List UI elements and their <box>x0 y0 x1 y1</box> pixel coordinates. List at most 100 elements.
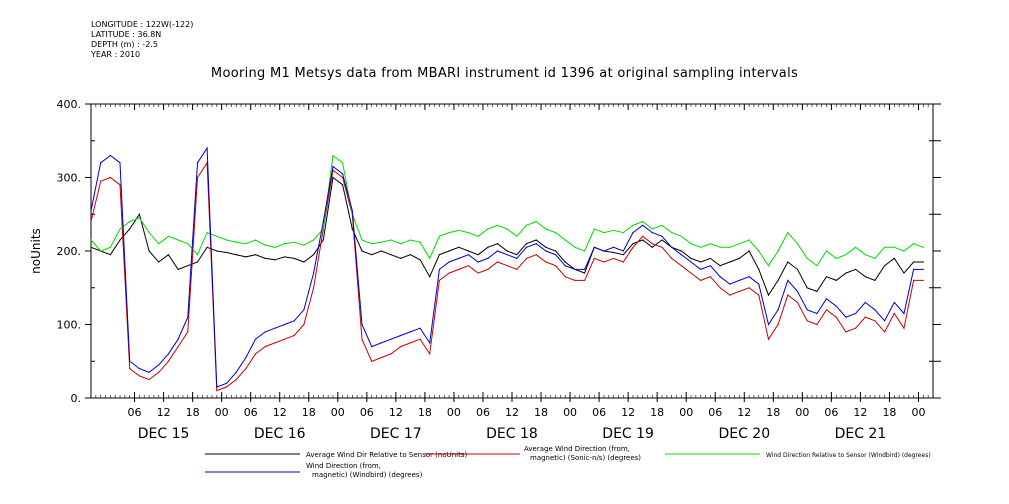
x-tick-label: 00 <box>795 406 809 419</box>
data-point <box>312 272 315 274</box>
data-point <box>119 239 121 241</box>
data-point <box>535 239 537 241</box>
data-point <box>913 279 915 281</box>
data-point <box>922 261 924 263</box>
data-point <box>467 250 470 252</box>
data-point <box>100 162 102 164</box>
data-point <box>235 371 237 373</box>
data-point <box>564 239 566 241</box>
data-point <box>342 184 344 186</box>
data-point <box>438 268 441 270</box>
data-point <box>748 250 750 252</box>
data-point <box>400 345 402 348</box>
data-point <box>680 254 682 256</box>
data-point <box>583 250 586 252</box>
data-point <box>158 364 160 366</box>
x-tick-label: 06 <box>360 406 374 419</box>
data-point <box>371 345 373 348</box>
data-point <box>758 294 760 296</box>
data-point <box>312 239 315 241</box>
data-point <box>845 316 847 318</box>
data-point <box>254 254 257 256</box>
data-point <box>438 254 441 256</box>
data-point <box>458 246 460 248</box>
data-point <box>100 250 102 252</box>
longitude-text: LONGITUDE : 122W(-122) <box>91 20 194 29</box>
data-point <box>351 209 353 212</box>
data-point <box>777 279 779 281</box>
data-point <box>216 250 218 252</box>
data-point <box>187 331 189 333</box>
data-point <box>893 312 895 315</box>
data-point <box>119 228 121 230</box>
data-point <box>187 316 189 318</box>
y-tick-label: 200. <box>57 245 82 258</box>
data-point <box>109 254 111 256</box>
data-point <box>245 243 247 245</box>
data-point <box>138 213 140 215</box>
data-point <box>138 217 140 219</box>
data-point <box>351 228 353 230</box>
data-point <box>845 331 847 333</box>
x-tick-label: 06 <box>824 406 838 419</box>
data-point <box>758 268 760 270</box>
data-point <box>429 353 431 355</box>
data-point <box>312 254 315 256</box>
data-point <box>90 221 92 223</box>
data-point <box>274 259 276 261</box>
data-point <box>709 257 712 259</box>
data-point <box>90 239 92 241</box>
legend-label: Average Wind Direction (from, magnetic) (… <box>524 445 641 462</box>
data-point <box>458 257 460 259</box>
data-point <box>661 246 663 248</box>
data-point <box>496 224 499 226</box>
data-point <box>854 268 857 270</box>
data-point <box>622 250 624 252</box>
data-point <box>293 320 295 322</box>
x-tick-label: 12 <box>389 406 403 419</box>
x-tick-label: 00 <box>563 406 577 419</box>
data-point <box>719 246 721 248</box>
data-point <box>342 176 344 179</box>
x-tick-label: 12 <box>853 406 867 419</box>
data-point <box>651 243 653 245</box>
data-point <box>796 290 799 293</box>
x-tick-label: 06 <box>244 406 258 419</box>
data-point <box>893 301 895 304</box>
data-point <box>332 176 334 179</box>
data-point <box>274 246 276 248</box>
data-point <box>332 154 334 157</box>
data-point <box>922 279 924 281</box>
data-point <box>854 246 857 248</box>
data-point <box>419 259 421 261</box>
data-point <box>729 246 731 248</box>
data-point <box>361 323 363 326</box>
data-point <box>903 272 905 274</box>
data-point <box>603 250 605 252</box>
data-point <box>642 239 644 241</box>
data-point <box>419 327 421 329</box>
data-point <box>390 338 392 340</box>
x-tick-label: 00 <box>331 406 345 419</box>
data-point <box>293 334 295 337</box>
data-point <box>854 327 857 329</box>
data-point <box>884 265 886 267</box>
data-point <box>622 254 624 256</box>
data-point <box>380 250 382 252</box>
data-point <box>158 261 160 263</box>
data-point <box>922 268 924 270</box>
data-point <box>458 268 460 270</box>
data-point <box>593 228 595 230</box>
y-tick-label: 0. <box>71 392 82 405</box>
data-point <box>303 244 305 246</box>
data-point <box>303 309 305 311</box>
data-point <box>825 250 828 252</box>
x-tick-label: 18 <box>766 406 780 419</box>
data-point <box>535 221 537 223</box>
data-point <box>700 279 702 281</box>
data-point <box>787 261 789 263</box>
data-point <box>264 257 266 259</box>
data-point <box>525 224 528 226</box>
data-point <box>371 254 373 256</box>
depth-text: DEPTH (m) : -2.5 <box>91 40 158 49</box>
